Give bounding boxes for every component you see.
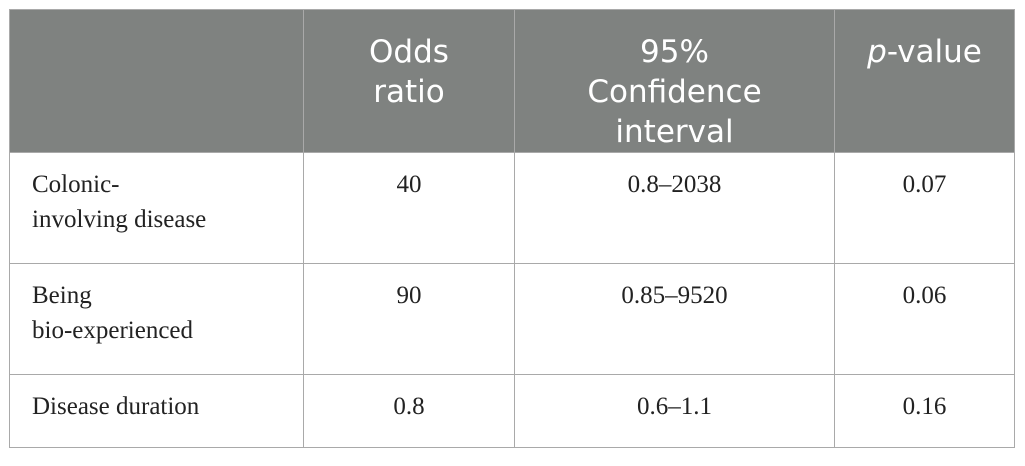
header-odds-line1: Odds xyxy=(369,34,449,70)
header-odds-line2: ratio xyxy=(373,74,445,110)
header-ci-line3: interval xyxy=(615,114,734,150)
confidence-interval-cell: 0.8–2038 xyxy=(514,152,835,264)
header-p-italic: p xyxy=(867,34,887,70)
row-label: Being bio-experienced xyxy=(9,263,304,375)
table-row: Being bio-experienced 90 0.85–9520 0.06 xyxy=(9,263,1015,375)
confidence-interval-cell: 0.85–9520 xyxy=(514,263,835,375)
header-p-rest: -value xyxy=(886,34,982,70)
p-value-cell: 0.16 xyxy=(834,374,1015,448)
table-row: Disease duration 0.8 0.6–1.1 0.16 xyxy=(9,374,1015,448)
header-variable xyxy=(9,9,304,153)
row-label-line2: involving disease xyxy=(32,206,207,233)
header-p-value: p-value xyxy=(834,9,1015,153)
odds-ratio-cell: 0.8 xyxy=(303,374,515,448)
odds-ratio-table: Odds ratio 95% Confidence interval p-val… xyxy=(9,9,1015,448)
confidence-interval-cell: 0.6–1.1 xyxy=(514,374,835,448)
row-label-line1: Being xyxy=(32,282,92,309)
header-ci-line1: 95% xyxy=(640,34,709,70)
p-value-cell: 0.07 xyxy=(834,152,1015,264)
header-confidence-interval: 95% Confidence interval xyxy=(514,9,835,153)
header-ci-line2: Confidence xyxy=(587,74,762,110)
odds-ratio-cell: 40 xyxy=(303,152,515,264)
results-table-container: Odds ratio 95% Confidence interval p-val… xyxy=(9,9,1015,448)
table-row: Colonic- involving disease 40 0.8–2038 0… xyxy=(9,152,1015,264)
row-label-line2: bio-experienced xyxy=(32,317,194,344)
row-label: Colonic- involving disease xyxy=(9,152,304,264)
row-label-line1: Disease duration xyxy=(32,393,200,420)
odds-ratio-cell: 90 xyxy=(303,263,515,375)
row-label: Disease duration xyxy=(9,374,304,448)
p-value-cell: 0.06 xyxy=(834,263,1015,375)
row-label-line1: Colonic- xyxy=(32,171,120,198)
header-odds-ratio: Odds ratio xyxy=(303,9,515,153)
header-row: Odds ratio 95% Confidence interval p-val… xyxy=(9,9,1015,153)
